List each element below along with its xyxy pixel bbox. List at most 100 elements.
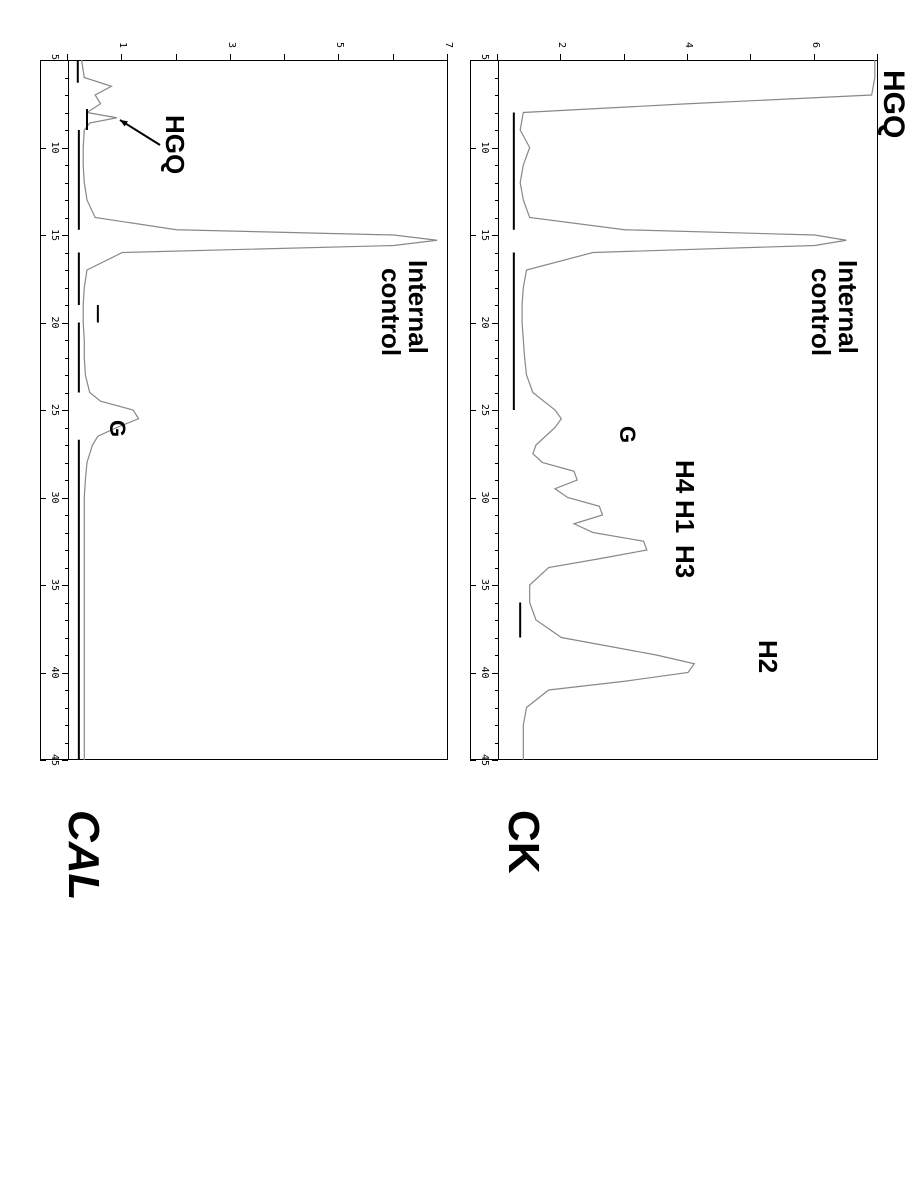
x-tick-minor [495, 78, 498, 79]
chart-box [68, 60, 448, 760]
x-tick-major [40, 323, 46, 324]
x-tick-minor [65, 253, 68, 254]
x-tick-minor [65, 463, 68, 464]
x-tick-minor [65, 183, 68, 184]
y-tick [67, 54, 68, 60]
x-tick-minor [65, 113, 68, 114]
x-tick-minor [65, 568, 68, 569]
x-tick-minor [65, 690, 68, 691]
x-tick-minor [65, 358, 68, 359]
x-tick-minor [495, 375, 498, 376]
x-tick-major [492, 760, 498, 761]
x-tick-minor [495, 95, 498, 96]
x-tick-minor [65, 603, 68, 604]
y-tick-label: 3 [226, 42, 237, 48]
x-tick-minor [65, 288, 68, 289]
x-tick-major [492, 673, 498, 674]
x-tick-minor [495, 218, 498, 219]
x-tick-major [62, 585, 68, 586]
x-tick-label: 25 [479, 404, 490, 416]
x-tick-major [470, 410, 476, 411]
x-tick-minor [495, 393, 498, 394]
x-tick-minor [65, 515, 68, 516]
panel-title: CK [498, 810, 548, 874]
x-tick-major [62, 235, 68, 236]
x-tick-minor [65, 218, 68, 219]
x-tick-minor [495, 708, 498, 709]
x-tick-label: 15 [49, 229, 60, 241]
y-tick [176, 54, 177, 60]
y-tick [497, 54, 498, 60]
x-tick-minor [65, 743, 68, 744]
x-tick-minor [65, 78, 68, 79]
x-tick-minor [65, 620, 68, 621]
x-tick-minor [65, 655, 68, 656]
x-tick-major [40, 760, 46, 761]
x-tick-minor [495, 200, 498, 201]
x-tick-label: 40 [49, 667, 60, 679]
x-tick-major [62, 760, 68, 761]
y-tick-label: 5 [334, 42, 345, 48]
x-tick-minor [495, 533, 498, 534]
x-tick-major [62, 673, 68, 674]
x-tick-major [470, 585, 476, 586]
x-tick-major [492, 323, 498, 324]
x-tick-minor [65, 130, 68, 131]
label-H2: H2 [752, 640, 783, 673]
x-tick-minor [495, 515, 498, 516]
x-tick-minor [65, 95, 68, 96]
x-tick-major [492, 410, 498, 411]
x-tick-major [62, 410, 68, 411]
x-tick-minor [495, 305, 498, 306]
x-tick-label: 25 [49, 404, 60, 416]
x-tick-label: 35 [49, 579, 60, 591]
y-tick-label: 2 [556, 42, 567, 48]
label-H4: H4 [669, 460, 700, 493]
x-tick-minor [65, 165, 68, 166]
y-tick [393, 54, 394, 60]
x-tick-major [492, 498, 498, 499]
x-tick-major [62, 323, 68, 324]
x-tick-major [62, 498, 68, 499]
label-G: G [614, 426, 640, 443]
x-tick-label: 20 [479, 317, 490, 329]
panel-title: CAL [58, 810, 108, 900]
x-tick-label: 30 [49, 492, 60, 504]
x-tick-minor [65, 200, 68, 201]
y-tick-label: 1 [117, 42, 128, 48]
x-tick-label: 5 [49, 54, 60, 60]
y-tick [230, 54, 231, 60]
y-tick [284, 54, 285, 60]
label-HGQ: HGQ [159, 115, 190, 174]
x-tick-major [40, 585, 46, 586]
x-tick-minor [495, 428, 498, 429]
x-tick-minor [65, 638, 68, 639]
y-tick [624, 54, 625, 60]
x-tick-minor [495, 725, 498, 726]
x-tick-major [492, 148, 498, 149]
y-tick [750, 54, 751, 60]
x-tick-minor [65, 305, 68, 306]
x-tick-label: 35 [479, 579, 490, 591]
x-tick-minor [495, 743, 498, 744]
x-tick-minor [495, 480, 498, 481]
y-tick-label: 7 [443, 42, 454, 48]
x-tick-minor [495, 445, 498, 446]
x-tick-major [62, 60, 68, 61]
x-tick-minor [495, 165, 498, 166]
x-tick-major [492, 585, 498, 586]
y-tick-label: 6 [810, 42, 821, 48]
label-control: control [375, 268, 406, 356]
x-tick-minor [65, 393, 68, 394]
x-tick-major [470, 673, 476, 674]
y-tick [121, 54, 122, 60]
x-tick-label: 5 [479, 54, 490, 60]
y-tick [687, 54, 688, 60]
x-tick-label: 40 [479, 667, 490, 679]
x-tick-label: 45 [479, 754, 490, 766]
x-tick-label: 10 [49, 142, 60, 154]
x-tick-minor [495, 620, 498, 621]
chart-box [498, 60, 878, 760]
x-tick-major [470, 760, 476, 761]
x-tick-minor [65, 375, 68, 376]
